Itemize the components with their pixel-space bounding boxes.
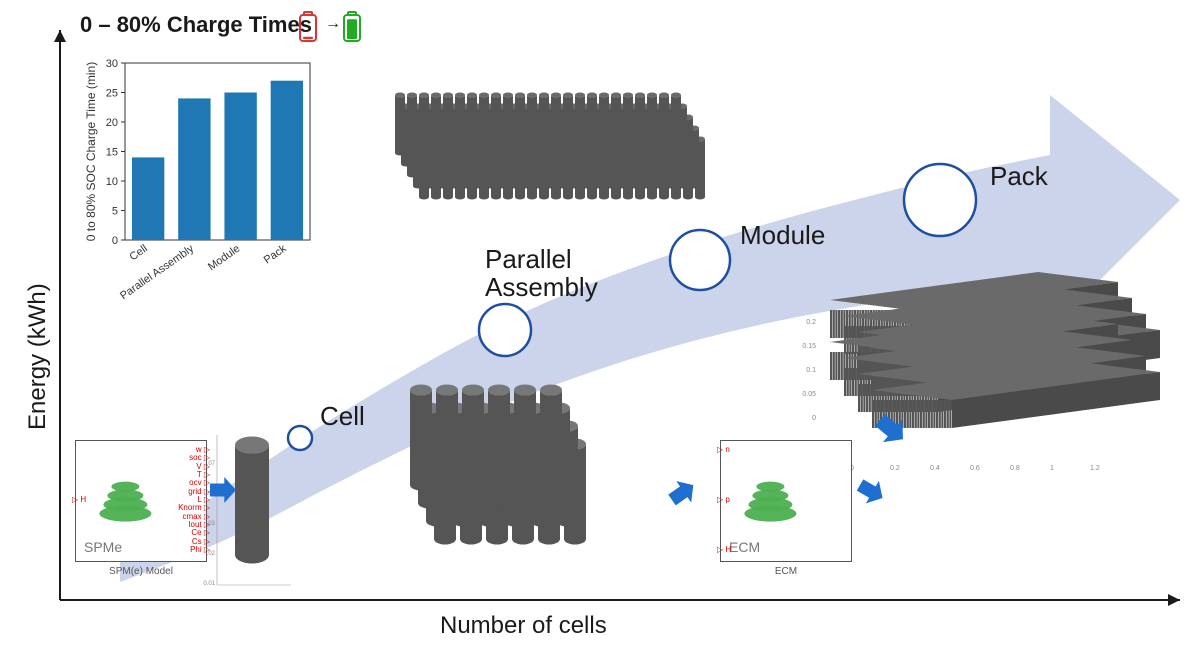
callout-circle-pack [904,164,976,236]
callout-label-cell: Cell [320,401,365,431]
diagram-stage: { "layout": { "width": 1200, "height": 6… [0,0,1200,654]
callout-circle-cell [288,426,312,450]
callout-label-pa: Parallel [485,244,572,274]
callout-label-pa: Assembly [485,272,598,302]
callout-circle-pa [479,304,531,356]
callout-label-module: Module [740,220,825,250]
callout-label-pack: Pack [990,161,1049,191]
callout-layer: Cell ParallelAssembly Module Pack [0,0,1200,654]
callout-circle-module [670,230,730,290]
